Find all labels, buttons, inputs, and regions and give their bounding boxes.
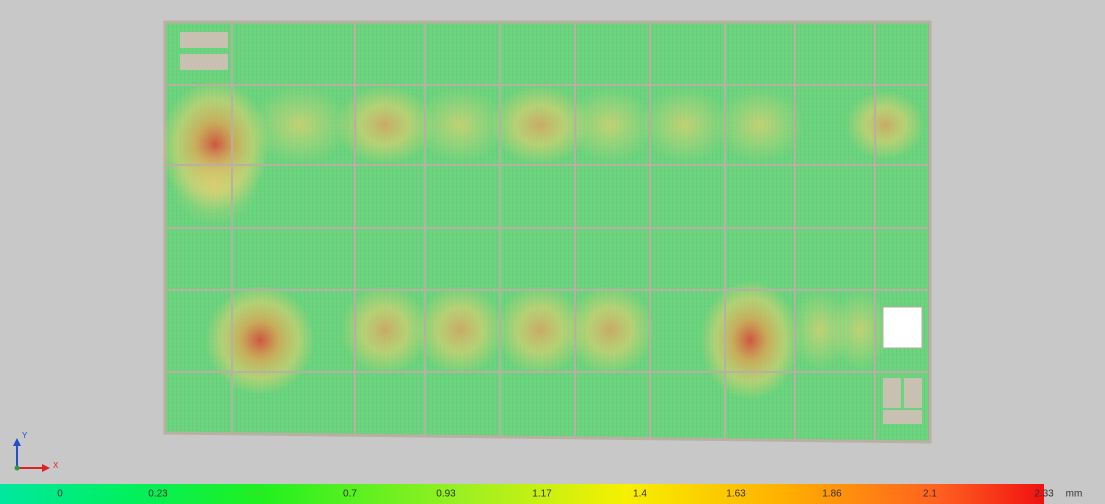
opening [883, 378, 901, 408]
color-legend: 0 0.23 0.47 0.7 0.93 1.17 1.4 1.63 1.86 … [0, 484, 1082, 504]
opening [883, 410, 922, 424]
legend-unit: mm [1066, 489, 1083, 500]
legend-tick: 2.33 [1034, 489, 1054, 500]
legend-tick: 2.1 [923, 489, 937, 500]
axis-label: Y [22, 431, 28, 440]
axis-triad: Y X [13, 431, 59, 472]
viewport: Y X 0 0.23 0.47 0.7 0.93 1.17 1.4 1.63 1… [0, 0, 1105, 504]
legend-tick: 1.63 [726, 489, 746, 500]
legend-tick: 0.93 [436, 489, 456, 500]
slab-model [160, 22, 930, 442]
legend-tick: 0.23 [148, 489, 168, 500]
legend-tick: 1.17 [532, 489, 552, 500]
legend-tick: 1.86 [822, 489, 842, 500]
axis-label: X [53, 461, 59, 470]
legend-tick: 0.47 [246, 489, 266, 500]
legend-tick: 0 [57, 489, 63, 500]
opening [180, 54, 228, 70]
opening [883, 307, 922, 348]
opening [180, 32, 228, 48]
opening [904, 378, 922, 408]
legend-tick: 0.7 [343, 489, 357, 500]
page: Y X 0 0.23 0.47 0.7 0.93 1.17 1.4 1.63 1… [0, 0, 1105, 504]
legend-tick: 1.4 [633, 489, 647, 500]
